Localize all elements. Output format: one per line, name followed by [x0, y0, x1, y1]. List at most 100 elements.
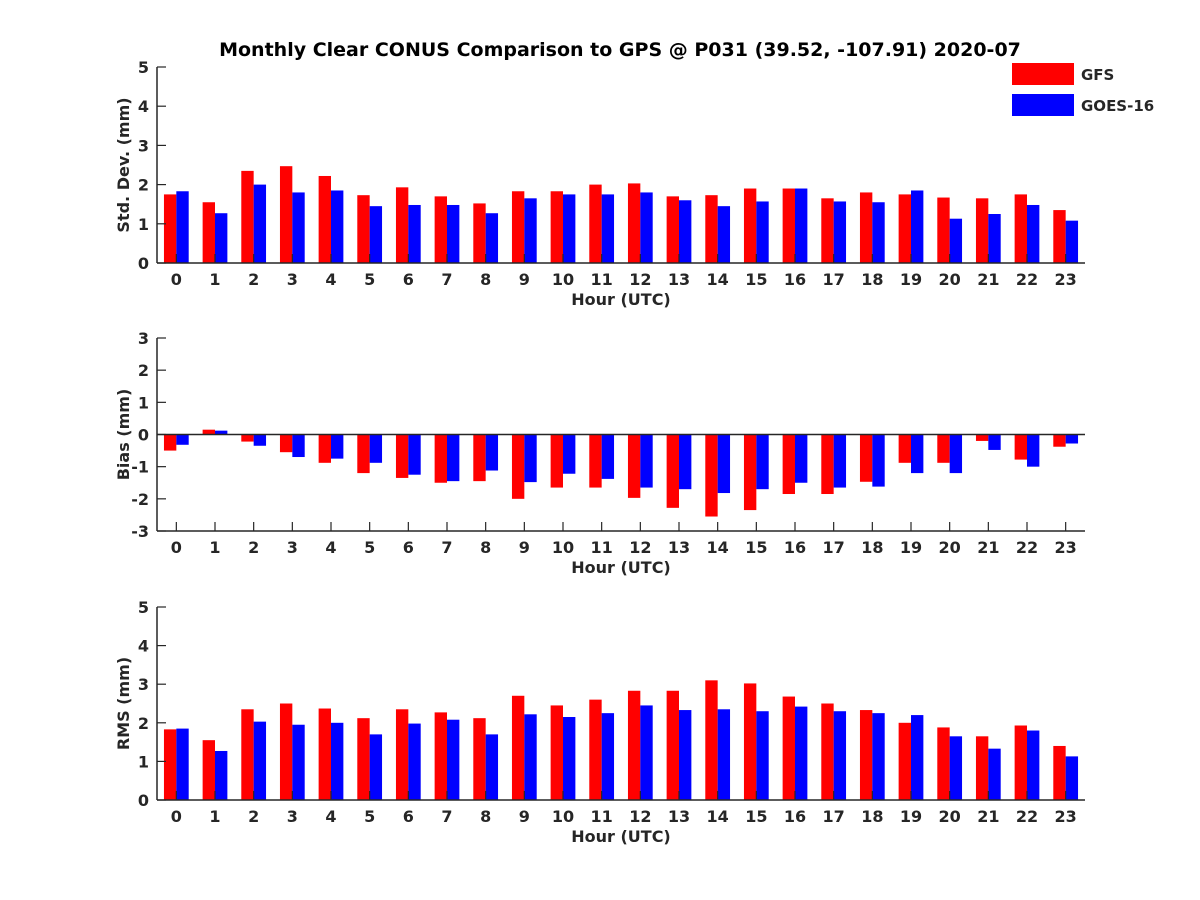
bar-goes-16-hour-12 — [640, 192, 653, 263]
bar-goes-16-hour-14 — [717, 434, 731, 494]
y-tick-label: 1 — [138, 752, 149, 771]
bar-goes-16-hour-4 — [331, 434, 344, 459]
bar-goes-16-hour-3 — [292, 724, 305, 800]
bar-goes-16-hour-22 — [1027, 434, 1040, 467]
bar-gfs-hour-4 — [318, 434, 331, 463]
x-tick-label: 3 — [287, 538, 298, 557]
x-tick-label: 21 — [977, 270, 999, 289]
bar-goes-16-hour-6 — [408, 723, 421, 800]
x-tick-label: 23 — [1055, 807, 1077, 826]
bar-goes-16-hour-13 — [679, 434, 692, 490]
bar-gfs-hour-22 — [1014, 194, 1027, 263]
bar-goes-16-hour-19 — [911, 715, 924, 800]
x-tick-label: 7 — [441, 807, 452, 826]
x-tick-label: 22 — [1016, 538, 1038, 557]
bar-goes-16-hour-17 — [833, 434, 847, 488]
y-tick-label: 0 — [138, 791, 149, 810]
bar-gfs-hour-15 — [743, 434, 757, 511]
bar-goes-16-hour-1 — [215, 430, 228, 435]
x-tick-label: 21 — [977, 807, 999, 826]
bar-goes-16-hour-21 — [988, 748, 1001, 800]
bar-gfs-hour-16 — [782, 434, 795, 495]
bar-goes-16-hour-15 — [756, 434, 769, 490]
x-tick-label: 2 — [248, 270, 259, 289]
y-tick-label: 0 — [138, 254, 149, 273]
bar-gfs-hour-10 — [550, 434, 563, 488]
x-tick-label: 12 — [629, 538, 651, 557]
x-tick-label: 2 — [248, 807, 259, 826]
x-axis-label: Hour (UTC) — [571, 290, 671, 309]
bar-goes-16-hour-1 — [215, 750, 228, 800]
bar-gfs-hour-9 — [511, 434, 525, 499]
bar-gfs-hour-19 — [898, 722, 911, 800]
x-tick-label: 22 — [1016, 807, 1038, 826]
x-tick-label: 19 — [900, 807, 922, 826]
x-tick-label: 13 — [668, 270, 690, 289]
bar-goes-16-hour-17 — [833, 711, 847, 800]
x-tick-label: 10 — [552, 807, 574, 826]
bar-gfs-hour-1 — [202, 740, 215, 800]
bar-gfs-hour-0 — [163, 729, 177, 800]
x-tick-label: 20 — [939, 538, 961, 557]
bar-goes-16-hour-10 — [563, 717, 576, 800]
bar-gfs-hour-6 — [395, 709, 409, 800]
y-tick-label: 4 — [138, 637, 149, 656]
bar-gfs-hour-22 — [1014, 725, 1027, 800]
x-tick-label: 4 — [325, 270, 336, 289]
bar-goes-16-hour-11 — [601, 194, 615, 263]
bar-gfs-hour-2 — [241, 434, 254, 442]
y-tick-label: 3 — [138, 136, 149, 155]
x-tick-label: 14 — [707, 538, 729, 557]
bar-gfs-hour-12 — [627, 434, 641, 498]
x-tick-label: 13 — [668, 807, 690, 826]
x-tick-label: 14 — [707, 807, 729, 826]
y-tick-label: -1 — [131, 458, 149, 477]
y-axis-label: Bias (mm) — [114, 389, 133, 481]
x-tick-label: 17 — [823, 807, 845, 826]
bar-goes-16-hour-3 — [292, 434, 305, 458]
x-tick-label: 19 — [900, 270, 922, 289]
x-tick-label: 5 — [364, 270, 375, 289]
legend-label-gfs: GFS — [1081, 66, 1114, 84]
bar-goes-16-hour-0 — [176, 728, 189, 800]
bar-goes-16-hour-7 — [447, 719, 460, 800]
x-tick-label: 6 — [403, 807, 414, 826]
bar-gfs-hour-2 — [241, 709, 254, 800]
chart-title: Monthly Clear CONUS Comparison to GPS @ … — [219, 39, 1021, 61]
x-tick-label: 16 — [784, 538, 806, 557]
bar-gfs-hour-1 — [202, 202, 215, 263]
x-tick-label: 21 — [977, 538, 999, 557]
bar-goes-16-hour-0 — [176, 191, 189, 263]
bar-goes-16-hour-20 — [949, 218, 963, 263]
bar-gfs-hour-18 — [859, 710, 873, 800]
bar-gfs-hour-8 — [473, 718, 486, 800]
bar-goes-16-hour-9 — [524, 198, 537, 263]
bar-gfs-hour-13 — [666, 196, 679, 263]
bar-goes-16-hour-19 — [911, 434, 924, 474]
bar-gfs-hour-18 — [859, 192, 873, 263]
bar-gfs-hour-9 — [511, 695, 525, 800]
x-tick-label: 5 — [364, 807, 375, 826]
y-tick-label: 3 — [138, 329, 149, 348]
bar-goes-16-hour-22 — [1027, 730, 1040, 800]
x-tick-label: 15 — [745, 270, 767, 289]
bar-goes-16-hour-3 — [292, 192, 305, 263]
bar-goes-16-hour-16 — [795, 706, 808, 800]
x-tick-label: 6 — [403, 270, 414, 289]
x-tick-label: 0 — [171, 538, 182, 557]
bar-goes-16-hour-23 — [1065, 434, 1079, 444]
bar-gfs-hour-15 — [743, 188, 757, 263]
bar-goes-16-hour-2 — [253, 721, 267, 800]
bar-gfs-hour-17 — [821, 434, 834, 495]
bar-gfs-hour-13 — [666, 690, 679, 800]
y-tick-label: 4 — [138, 97, 149, 116]
bar-gfs-hour-23 — [1053, 434, 1066, 447]
bar-gfs-hour-7 — [434, 434, 447, 483]
bar-gfs-hour-16 — [782, 188, 795, 263]
x-tick-label: 6 — [403, 538, 414, 557]
bar-goes-16-hour-21 — [988, 434, 1001, 450]
x-tick-label: 8 — [480, 270, 491, 289]
x-tick-label: 22 — [1016, 270, 1038, 289]
